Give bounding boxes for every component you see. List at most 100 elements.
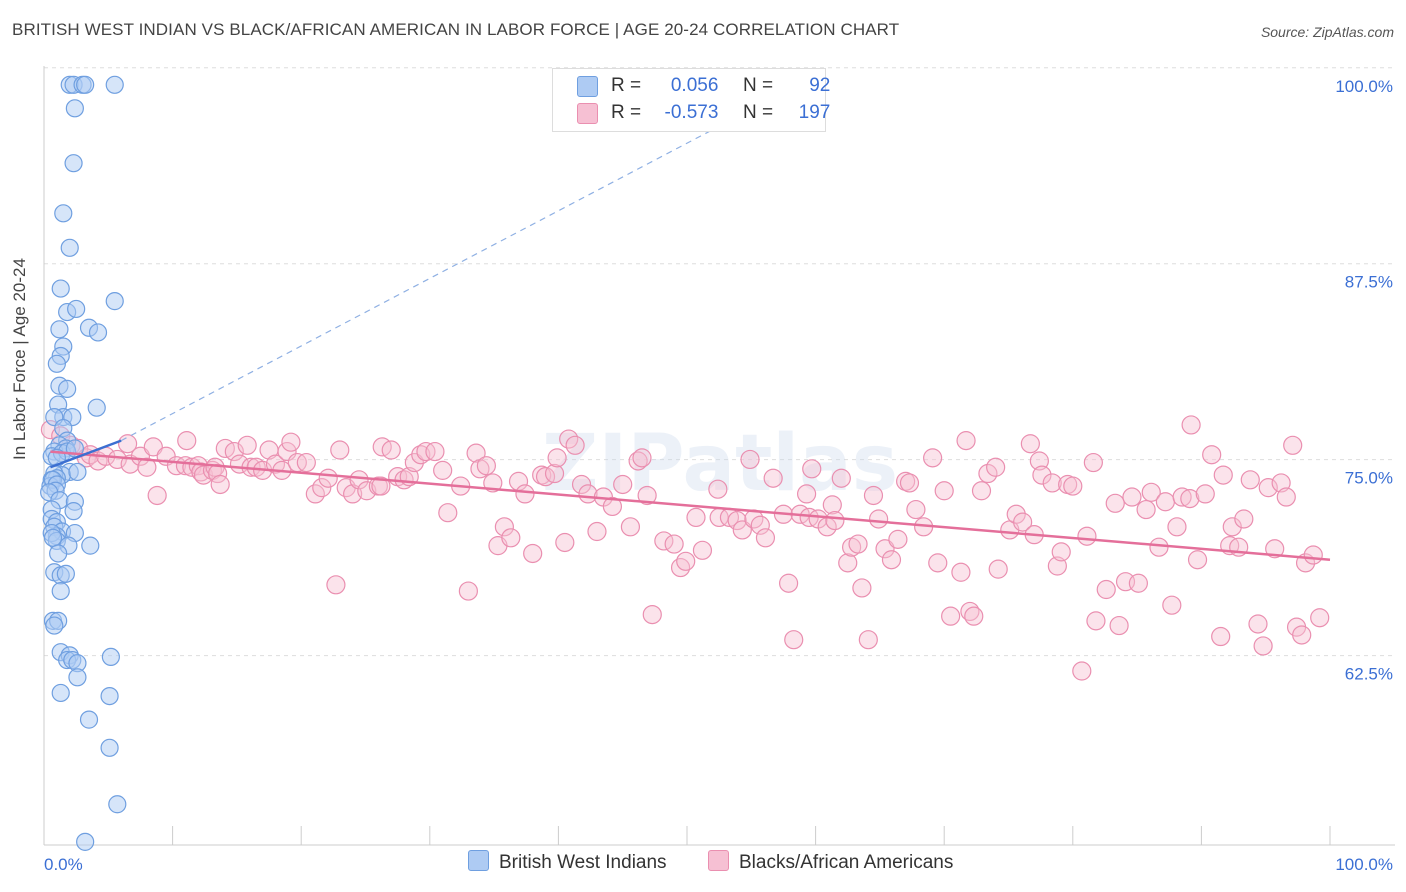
data-point [988, 559, 1008, 579]
data-point [296, 452, 316, 473]
data-point [67, 299, 86, 319]
data-point [632, 448, 652, 468]
data-point [602, 496, 623, 517]
data-point [1181, 415, 1201, 435]
pink-swatch [708, 850, 729, 871]
legend-label: Blacks/African Americans [739, 852, 954, 873]
data-point [60, 238, 79, 257]
data-point [318, 468, 338, 488]
blue-trend-line [49, 439, 122, 469]
data-point [1096, 579, 1116, 600]
data-point [193, 465, 214, 485]
y-tick-label: 75.0% [1345, 469, 1393, 488]
data-point [64, 502, 83, 521]
data-point [1063, 476, 1083, 496]
data-point [571, 474, 592, 495]
data-point [1020, 434, 1040, 454]
data-point [964, 606, 984, 626]
data-point [642, 604, 662, 625]
data-point [888, 529, 908, 549]
data-point [778, 573, 799, 593]
data-point [1234, 509, 1254, 529]
data-point [1187, 550, 1208, 570]
data-point [727, 510, 747, 531]
r-label: R = [611, 75, 642, 96]
data-point [923, 448, 943, 468]
data-point [43, 528, 63, 547]
data-point [1271, 473, 1291, 493]
r-value: -0.573 [664, 102, 719, 123]
data-point [899, 473, 920, 493]
data-point [1195, 484, 1215, 504]
data-point [523, 543, 543, 564]
n-value: 92 [809, 75, 831, 96]
data-point [237, 435, 257, 455]
data-point [177, 431, 197, 451]
blue-trend-extension [120, 115, 739, 442]
data-point [1032, 465, 1052, 485]
data-point [1211, 626, 1231, 647]
data-point [108, 795, 127, 814]
data-point [1222, 517, 1242, 537]
data-point [1180, 489, 1200, 509]
data-point [1283, 435, 1303, 455]
data-point [476, 456, 496, 476]
data-point [555, 532, 575, 553]
data-point [1213, 465, 1233, 485]
data-point [848, 534, 868, 554]
data-point [100, 738, 119, 757]
data-point [565, 435, 585, 455]
data-point [825, 510, 845, 531]
data-point [686, 507, 706, 528]
data-point [1109, 615, 1129, 636]
data-point [1042, 473, 1062, 493]
data-point [105, 292, 124, 311]
data-point [802, 459, 822, 479]
data-point [1149, 537, 1169, 557]
watermark: ZIPatlas [542, 419, 898, 509]
data-point [1136, 499, 1156, 520]
data-point [1258, 478, 1278, 498]
data-point [838, 553, 858, 573]
data-point [978, 463, 998, 484]
data-point [349, 470, 369, 490]
data-point [58, 379, 77, 398]
data-point [664, 534, 684, 554]
data-point [763, 468, 783, 488]
data-point [330, 440, 350, 460]
source-credit: Source: ZipAtlas.com [1260, 24, 1394, 40]
data-point [50, 320, 69, 339]
data-point [68, 462, 87, 482]
data-point [941, 606, 961, 626]
data-point [68, 668, 87, 687]
x-tick-label: 100.0% [1335, 855, 1393, 874]
correlation-legend: R = 0.056 N = 92 R = -0.573 N = 197 [552, 68, 830, 132]
data-point [343, 484, 363, 504]
data-point [1292, 625, 1312, 645]
data-point [79, 710, 99, 729]
data-point [137, 457, 157, 477]
data-point [56, 564, 75, 583]
data-point [411, 445, 431, 465]
data-point [51, 581, 70, 601]
legend-item-british-west-indians: British West Indians [468, 850, 667, 874]
y-tick-label: 100.0% [1335, 77, 1393, 96]
data-point [381, 440, 401, 460]
data-point [371, 476, 391, 496]
chart-title: BRITISH WEST INDIAN VS BLACK/AFRICAN AME… [12, 20, 900, 39]
data-point [1128, 573, 1148, 593]
data-point [1240, 470, 1260, 490]
data-point [312, 478, 332, 498]
data-point [45, 616, 64, 635]
data-point [51, 279, 70, 298]
data-point [858, 630, 878, 650]
data-point [881, 550, 902, 570]
data-point [708, 479, 728, 499]
data-point [755, 528, 776, 548]
data-point [1047, 556, 1067, 576]
data-point [796, 484, 817, 504]
data-point [831, 468, 851, 488]
data-point [1029, 451, 1049, 471]
data-point [1105, 493, 1125, 513]
data-point [466, 443, 486, 463]
